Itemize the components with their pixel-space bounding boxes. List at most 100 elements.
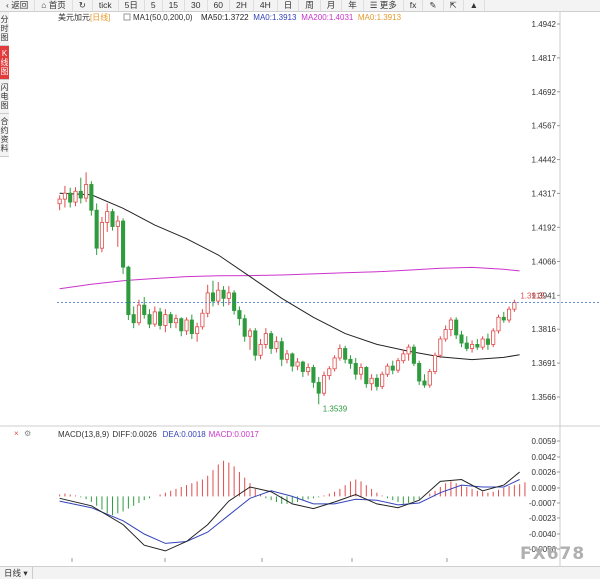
candle (306, 367, 311, 372)
candle (200, 312, 205, 328)
candle (343, 348, 348, 360)
macd-y-tick-label: 0.0042 (532, 453, 557, 462)
period-15-button[interactable]: 15 (163, 0, 186, 11)
y-tick-label: 1.4567 (532, 122, 557, 131)
back-arrow-icon: ‹ (6, 0, 12, 10)
candle (438, 338, 443, 356)
candle (89, 184, 94, 211)
macd-y-tick-label: -0.0007 (529, 499, 557, 508)
period-30-button[interactable]: 30 (185, 0, 208, 11)
candle (152, 311, 157, 325)
candle (99, 222, 104, 249)
candle (284, 353, 290, 360)
collapse-button[interactable]: ▲ (464, 0, 486, 11)
candle (62, 192, 67, 200)
export-button[interactable]: ⇱ (444, 0, 464, 11)
toolbar-label: 返回 (11, 0, 29, 10)
refresh-button[interactable]: ↻ (73, 0, 93, 11)
fx678-watermark: FX678 (520, 544, 586, 564)
side-tab[interactable]: K线图 (0, 46, 9, 80)
candle (189, 319, 194, 334)
candle (454, 319, 459, 336)
y-tick-label: 1.3691 (532, 359, 557, 368)
candle (501, 316, 506, 321)
home-button[interactable]: ⌂ 首页 (35, 0, 73, 11)
ma-legend-item: MA0:1.3913 (358, 13, 402, 22)
period-selector[interactable]: 日线 ▾ (0, 567, 33, 579)
drawing-icon: ✎ (429, 0, 437, 10)
macd-y-tick-label: -0.0023 (529, 514, 557, 523)
candle (158, 311, 163, 326)
candle (210, 292, 216, 302)
candle (232, 292, 237, 311)
ma-legend-item: MA50:1.3722 (201, 13, 249, 22)
candle (427, 371, 432, 386)
toolbar-label: 60 (213, 0, 223, 10)
candle (496, 316, 501, 332)
candle (94, 209, 99, 249)
period-4H-button[interactable]: 4H (254, 0, 278, 11)
high-price-label: 1.3915 (520, 291, 545, 300)
chart-symbol: 美元加元 (58, 12, 90, 22)
indicator-settings-icon: ⚙ (24, 429, 31, 438)
side-tab[interactable]: 分时图 (0, 12, 9, 46)
period-tick-button[interactable]: tick (93, 0, 119, 11)
candle (258, 344, 263, 356)
candle (448, 319, 453, 330)
candle (300, 361, 305, 372)
y-tick-label: 1.4066 (532, 257, 557, 266)
candle (358, 367, 364, 375)
macd-legend-item: MACD(13,8,9) (58, 430, 109, 439)
candle (173, 318, 179, 324)
candle (406, 346, 411, 355)
candle (369, 377, 374, 385)
period-周-button[interactable]: 周 (299, 0, 321, 11)
candle (115, 220, 120, 227)
toolbar-label: 5 (150, 0, 156, 10)
candle (110, 211, 115, 227)
candle (279, 341, 284, 360)
candle (395, 360, 401, 371)
refresh-icon: ↻ (78, 0, 86, 10)
candle (321, 375, 327, 394)
candle (422, 380, 427, 386)
candle (131, 314, 136, 324)
candle (163, 314, 168, 326)
period-月-button[interactable]: 月 (321, 0, 343, 11)
candle (179, 318, 184, 332)
macd-y-tick-label: -0.0056 (529, 545, 557, 554)
toolbar-label: fx (409, 0, 417, 10)
period-5-button[interactable]: 5 (145, 0, 163, 11)
y-tick-label: 1.4442 (532, 156, 557, 165)
back-arrow-button[interactable]: ‹ 返回 (0, 0, 36, 11)
candle (205, 292, 210, 314)
drawing-button[interactable]: ✎ (423, 0, 444, 11)
period-60-button[interactable]: 60 (208, 0, 230, 11)
menu-button[interactable]: ☰ 更多 (364, 0, 404, 11)
fx-button[interactable]: fx (404, 0, 424, 11)
toolbar-label: 月 (326, 0, 336, 10)
candle (364, 367, 369, 385)
side-tab-bar: 分时图 K线图 闪电图 合约资料 (0, 12, 10, 157)
candle (417, 362, 422, 382)
macd-y-tick-label: 0.0009 (532, 484, 557, 493)
period-年-button[interactable]: 年 (342, 0, 364, 11)
side-tab[interactable]: 合约资料 (0, 114, 9, 157)
toolbar-label: 30 (191, 0, 201, 10)
period-5日-button[interactable]: 5日 (119, 0, 145, 11)
close-indicator-icon: × (14, 429, 19, 438)
candle (237, 310, 242, 320)
candle (242, 318, 247, 337)
candle (136, 304, 141, 324)
period-2H-button[interactable]: 2H (230, 0, 254, 11)
candle (253, 330, 258, 356)
candle (385, 365, 390, 375)
candle (195, 326, 200, 334)
side-tab[interactable]: 闪电图 (0, 80, 9, 114)
candle (485, 338, 490, 345)
toolbar-label: 更多 (379, 0, 397, 10)
candle (84, 184, 89, 199)
candle (337, 348, 342, 359)
period-日-button[interactable]: 日 (278, 0, 300, 11)
